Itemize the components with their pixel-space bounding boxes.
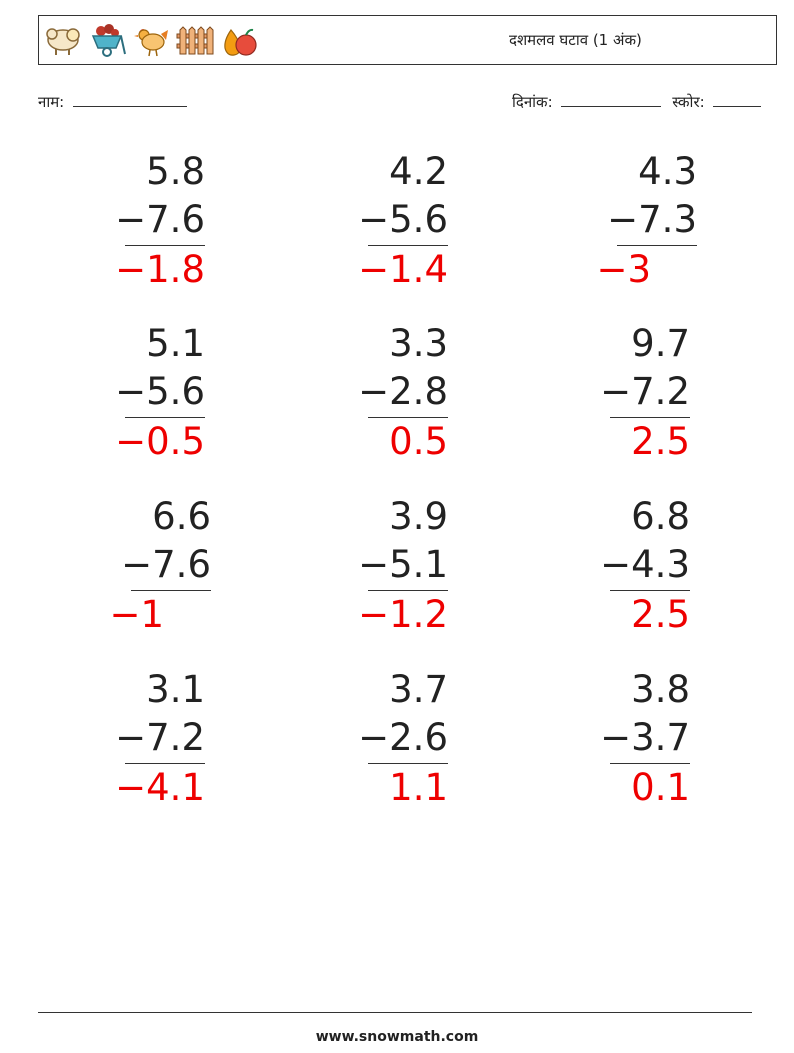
problem-5: 3.3 −2.8 0.5: [298, 320, 448, 470]
minuend: 9.7: [631, 322, 690, 365]
answer-rule: [368, 590, 448, 591]
answer: 2.5: [631, 420, 690, 463]
problem-2: 4.2 −5.6 −1.4: [298, 148, 448, 298]
answer: −3: [596, 248, 651, 291]
name-label: नाम:: [38, 93, 65, 111]
answer-rule: [125, 245, 205, 246]
date-blank[interactable]: [561, 92, 662, 107]
problem-3: 4.3 −7.3 −3: [547, 148, 697, 298]
rooster-icon: [134, 29, 168, 57]
subtrahend: −5.6: [358, 198, 448, 241]
fruit-icon: [224, 28, 257, 56]
answer: 1.1: [389, 766, 448, 809]
answer: −1.8: [115, 248, 205, 291]
subtrahend: −7.3: [607, 198, 697, 241]
footer-site[interactable]: www.snowmath.com: [315, 1029, 479, 1045]
answer: 2.5: [631, 593, 690, 636]
answer: 0.1: [631, 766, 690, 809]
minuend: 4.2: [389, 150, 448, 193]
answer-rule: [125, 417, 205, 418]
answer-rule: [368, 763, 448, 764]
subtrahend: −5.1: [358, 543, 448, 586]
sheep-icon: [46, 28, 80, 55]
minuend: 3.1: [146, 668, 205, 711]
answer-rule: [610, 763, 690, 764]
answer: −1: [109, 593, 164, 636]
fence-icon: [176, 26, 214, 55]
problem-7: 6.6 −7.6 −1: [61, 493, 211, 643]
problem-6: 9.7 −7.2 2.5: [540, 320, 690, 470]
sheet-title: दशमलव घटाव (1 अंक): [509, 31, 642, 49]
problem-12: 3.8 −3.7 0.1: [540, 666, 690, 816]
answer-rule: [368, 245, 448, 246]
date-score-fields: दिनांक: स्कोर:: [512, 92, 762, 112]
problem-11: 3.7 −2.6 1.1: [298, 666, 448, 816]
subtrahend: −3.7: [600, 716, 690, 759]
subtrahend: −7.2: [115, 716, 205, 759]
subtrahend: −2.6: [358, 716, 448, 759]
flower-cart-icon: [91, 24, 126, 57]
minuend: 5.1: [146, 322, 205, 365]
subtrahend: −7.6: [121, 543, 211, 586]
score-label: स्कोर:: [672, 93, 705, 111]
minuend: 3.3: [389, 322, 448, 365]
subtrahend: −5.6: [115, 370, 205, 413]
answer: −4.1: [115, 766, 205, 809]
minuend: 5.8: [146, 150, 205, 193]
name-blank[interactable]: [73, 92, 188, 107]
answer: −1.4: [358, 248, 448, 291]
header-box: दशमलव घटाव (1 अंक): [38, 15, 777, 65]
footer-rule: [38, 1012, 752, 1013]
minuend: 3.7: [389, 668, 448, 711]
answer: 0.5: [389, 420, 448, 463]
answer-rule: [125, 763, 205, 764]
problem-1: 5.8 −7.6 −1.8: [55, 148, 205, 298]
minuend: 6.6: [152, 495, 211, 538]
minuend: 3.8: [631, 668, 690, 711]
minuend: 3.9: [389, 495, 448, 538]
subtrahend: −7.2: [600, 370, 690, 413]
problem-10: 3.1 −7.2 −4.1: [55, 666, 205, 816]
minuend: 4.3: [638, 150, 697, 193]
subtrahend: −2.8: [358, 370, 448, 413]
header-icons: [43, 22, 259, 58]
answer-rule: [610, 417, 690, 418]
date-label: दिनांक:: [512, 93, 553, 111]
answer: −0.5: [115, 420, 205, 463]
name-field: नाम:: [38, 92, 188, 112]
answer-rule: [617, 245, 697, 246]
answer-rule: [610, 590, 690, 591]
subtrahend: −4.3: [600, 543, 690, 586]
answer: −1.2: [358, 593, 448, 636]
score-blank[interactable]: [713, 92, 762, 107]
minuend: 6.8: [631, 495, 690, 538]
problem-9: 6.8 −4.3 2.5: [540, 493, 690, 643]
subtrahend: −7.6: [115, 198, 205, 241]
problem-4: 5.1 −5.6 −0.5: [55, 320, 205, 470]
answer-rule: [368, 417, 448, 418]
problem-8: 3.9 −5.1 −1.2: [298, 493, 448, 643]
answer-rule: [131, 590, 211, 591]
